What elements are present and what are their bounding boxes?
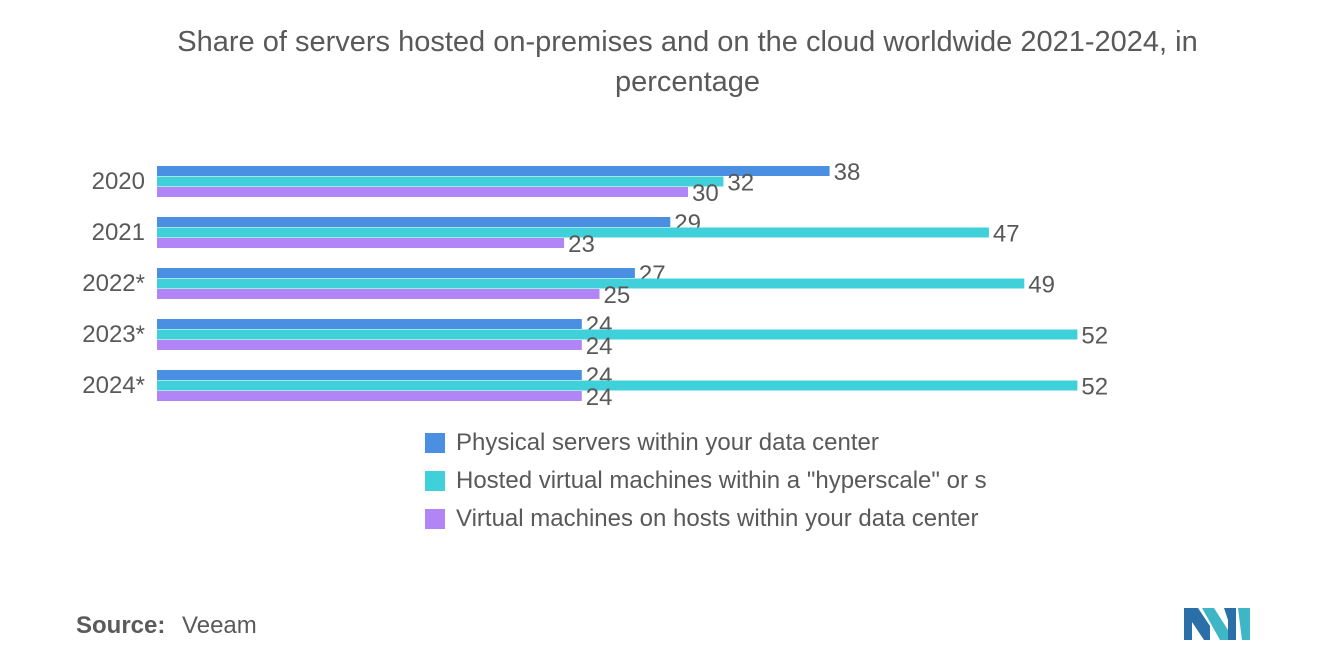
bar[interactable] [157, 391, 582, 401]
data-label: 24 [586, 384, 613, 411]
legend-label: Hosted virtual machines within a "hypers… [456, 467, 987, 494]
data-label: 52 [1081, 374, 1108, 401]
bar[interactable] [157, 380, 1078, 391]
bar[interactable] [157, 227, 989, 238]
legend-swatch [425, 509, 445, 529]
source-value: Veeam [182, 612, 257, 639]
bar[interactable] [157, 370, 582, 380]
data-label: 24 [586, 333, 613, 360]
bar[interactable] [157, 329, 1078, 340]
legend-label: Physical servers within your data center [456, 429, 879, 456]
chart-title: Share of servers hosted on-premises and … [177, 26, 1198, 98]
legend-swatch [425, 433, 445, 453]
bar[interactable] [157, 268, 635, 278]
data-label: 25 [604, 282, 631, 309]
data-label: 49 [1028, 272, 1055, 299]
data-label: 52 [1081, 323, 1108, 350]
data-label: 38 [834, 159, 861, 186]
legend-item-virtual-machines[interactable]: Virtual machines on hosts within your da… [425, 500, 987, 538]
category-label: 2024* [82, 372, 145, 399]
source-note: Source: Veeam [76, 612, 257, 640]
legend: Physical servers within your data center… [425, 424, 987, 538]
category-label: 2023* [82, 321, 145, 348]
data-label: 32 [727, 170, 754, 197]
source-label: Source: [76, 612, 166, 639]
legend-item-physical-servers[interactable]: Physical servers within your data center [425, 424, 987, 462]
bar[interactable] [157, 319, 582, 329]
category-label: 2022* [82, 270, 145, 297]
bar[interactable] [157, 217, 671, 227]
data-label: 23 [568, 231, 595, 258]
bar[interactable] [157, 176, 724, 187]
bar[interactable] [157, 187, 688, 197]
legend-item-hosted-vms[interactable]: Hosted virtual machines within a "hypers… [425, 462, 987, 500]
data-label: 47 [993, 221, 1020, 248]
legend-label: Virtual machines on hosts within your da… [456, 505, 979, 532]
data-label: 30 [692, 180, 719, 207]
category-label: 2020 [92, 168, 145, 195]
bar[interactable] [157, 166, 830, 176]
legend-swatch [425, 471, 445, 491]
mordor-logo [1184, 608, 1250, 640]
category-label: 2021 [92, 219, 145, 246]
bar[interactable] [157, 278, 1025, 289]
bar[interactable] [157, 238, 565, 248]
bar[interactable] [157, 340, 582, 350]
bar[interactable] [157, 289, 600, 299]
